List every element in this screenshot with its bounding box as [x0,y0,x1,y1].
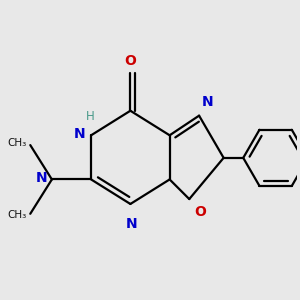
Text: N: N [35,172,47,185]
Text: O: O [124,54,136,68]
Text: H: H [86,110,94,122]
Text: CH₃: CH₃ [7,210,26,220]
Text: N: N [126,217,137,231]
Text: N: N [74,127,85,141]
Text: CH₃: CH₃ [7,138,26,148]
Text: O: O [194,205,206,219]
Text: N: N [202,95,214,109]
